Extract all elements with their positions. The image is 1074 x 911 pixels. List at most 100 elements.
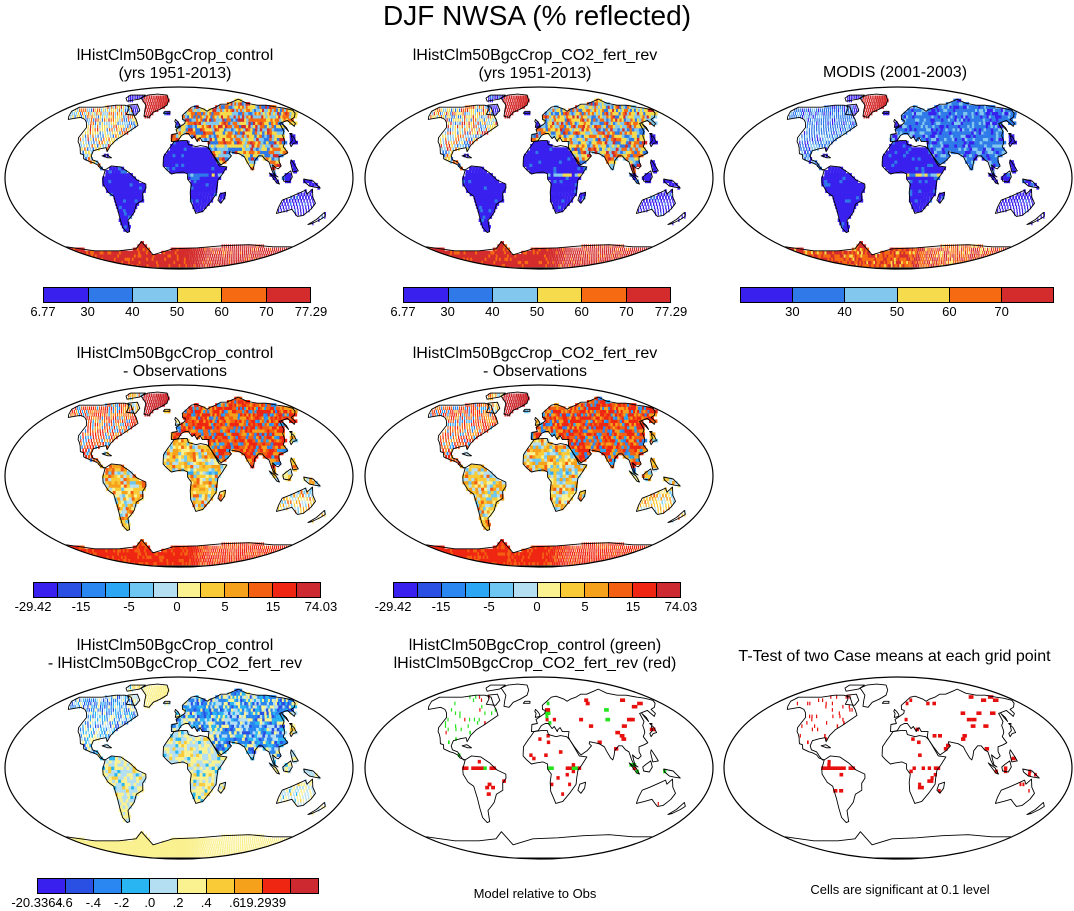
coastline-sumatra bbox=[268, 172, 280, 185]
coastline-australia bbox=[635, 188, 676, 217]
coastline-eurasia bbox=[890, 688, 1015, 768]
panel-title-sig-green-red: lHistClm50BgcCrop_control (green) lHistC… bbox=[365, 637, 705, 673]
coastline-borneo bbox=[1001, 170, 1012, 183]
colorbar-swatch bbox=[441, 583, 466, 597]
coastline-namerica bbox=[67, 402, 139, 469]
coastline-sumatra bbox=[987, 172, 999, 185]
coastline-eurasia bbox=[890, 98, 1015, 178]
coastline-samerica bbox=[462, 755, 507, 824]
colorbar-swatch bbox=[273, 583, 298, 597]
panel-title-co2: lHistClm50BgcCrop_CO2_fert_rev (yrs 1951… bbox=[365, 47, 705, 83]
colorbar-label: 40 bbox=[485, 304, 500, 319]
map-background bbox=[365, 677, 713, 859]
coastline-greenland bbox=[140, 391, 170, 416]
coastline-samerica bbox=[462, 165, 507, 234]
coastline-samerica bbox=[102, 165, 147, 234]
colorbar-label: 30 bbox=[785, 304, 800, 319]
coastline-greenland bbox=[140, 683, 170, 708]
colorbar-swatch bbox=[493, 288, 538, 302]
coastline-ellesmere bbox=[844, 684, 865, 692]
colorbar-swatch bbox=[537, 583, 562, 597]
coastline-baffin bbox=[485, 693, 501, 706]
coastline-japan bbox=[1008, 133, 1017, 148]
colorbar-swatch bbox=[38, 879, 67, 893]
coastline-cuba bbox=[820, 744, 831, 749]
colorbar-label: -29.42 bbox=[14, 599, 52, 614]
coastline-japan bbox=[289, 133, 298, 148]
panel-title-line: - Observations bbox=[122, 363, 228, 380]
footnote-cells-significant: Cells are significant at 0.1 level bbox=[810, 882, 990, 897]
colorbar-swatch bbox=[88, 288, 133, 302]
coastline-newzealand bbox=[1026, 211, 1045, 225]
panel-title-line: MODIS (2001-2003) bbox=[822, 64, 968, 81]
panel-title-line: lHistClm50BgcCrop_control bbox=[76, 637, 274, 654]
coastline-namerica bbox=[67, 694, 139, 761]
coastline-iceland bbox=[522, 408, 531, 412]
colorbar-label: .0 bbox=[144, 895, 156, 910]
map-background bbox=[724, 87, 1072, 269]
coastline-eurasia bbox=[171, 396, 296, 476]
colorbar-boxes bbox=[37, 878, 319, 894]
colorbar-swatch bbox=[201, 583, 226, 597]
coastline-philippines bbox=[290, 749, 299, 763]
colorbar-label: 6.77 bbox=[30, 304, 56, 319]
map-border bbox=[4, 384, 354, 568]
data-cells bbox=[796, 695, 1037, 793]
coastlines bbox=[425, 391, 686, 567]
coastline-cuba bbox=[101, 452, 112, 457]
colorbar-swatch bbox=[234, 879, 263, 893]
coastline-ellesmere bbox=[485, 94, 506, 102]
coastline-borneo bbox=[282, 170, 293, 183]
coastline-australia bbox=[275, 486, 316, 515]
coastline-sumatra bbox=[628, 762, 640, 775]
coastline-madagascar bbox=[577, 781, 587, 794]
colorbar-label: 74.03 bbox=[304, 599, 338, 614]
colorbar-label: 40 bbox=[125, 304, 140, 319]
colorbar-label: 5 bbox=[221, 599, 229, 614]
colorbar-swatch bbox=[262, 879, 291, 893]
coastline-newguinea bbox=[1022, 178, 1040, 189]
map-significance-green-red bbox=[364, 676, 714, 860]
coastline-baffin bbox=[844, 693, 860, 706]
colorbar-swatch bbox=[178, 879, 207, 893]
colorbar-label: 50 bbox=[529, 304, 545, 319]
coastlines bbox=[65, 93, 326, 269]
map-border bbox=[364, 86, 714, 270]
coastline-eurasia bbox=[531, 98, 656, 178]
coastline-newzealand bbox=[307, 211, 326, 225]
coastline-greatbritain bbox=[534, 416, 541, 426]
coastline-baffin bbox=[485, 401, 501, 414]
coastline-namerica bbox=[427, 402, 499, 469]
map-background bbox=[365, 385, 713, 567]
coastline-philippines bbox=[290, 457, 299, 471]
colorbar-swatch bbox=[793, 288, 846, 302]
colorbar-swatch bbox=[105, 583, 130, 597]
colorbar-swatch bbox=[1001, 288, 1054, 302]
colorbar-swatch bbox=[206, 879, 235, 893]
colorbar-boxes bbox=[740, 287, 1054, 303]
colorbar-label: -5 bbox=[123, 599, 135, 614]
coastline-ellesmere bbox=[125, 684, 146, 692]
coastline-iceland bbox=[162, 110, 171, 114]
coastline-greenland bbox=[140, 93, 170, 118]
colorbar-swatch bbox=[633, 583, 658, 597]
colorbar-swatch bbox=[448, 288, 493, 302]
panel-title-modis: MODIS (2001-2003) bbox=[725, 64, 1065, 82]
coastline-sumatra bbox=[628, 172, 640, 185]
map-border bbox=[4, 676, 354, 860]
coastline-africa bbox=[162, 140, 228, 214]
coastline-samerica bbox=[102, 755, 147, 824]
coastline-africa bbox=[522, 438, 588, 512]
colorbar-swatch bbox=[177, 288, 222, 302]
colorbar-label: .4 bbox=[200, 895, 212, 910]
coastline-borneo bbox=[282, 468, 293, 481]
colorbar-label: 50 bbox=[169, 304, 185, 319]
colorbar-boxes bbox=[33, 582, 321, 598]
map-background bbox=[724, 677, 1072, 859]
colorbar-label: 77.29 bbox=[294, 304, 328, 319]
colorbar-label: -15 bbox=[71, 599, 91, 614]
coastline-newzealand bbox=[307, 509, 326, 523]
colorbar-boxes bbox=[43, 287, 311, 303]
coastline-borneo bbox=[282, 760, 293, 773]
panel-title-line: lHistClm50BgcCrop_CO2_fert_rev (red) bbox=[393, 655, 677, 672]
